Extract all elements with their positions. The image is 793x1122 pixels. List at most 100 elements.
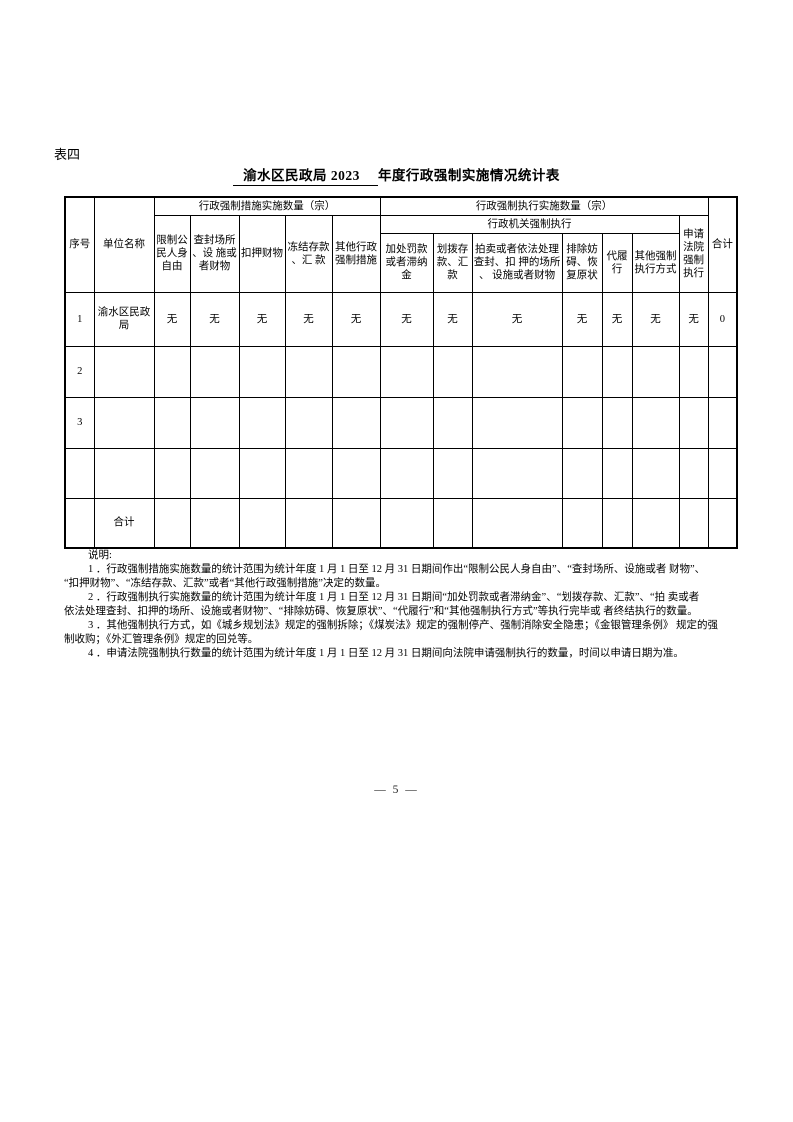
cell-value: 无: [153, 291, 191, 347]
cell-value: [678, 447, 709, 499]
table-row: [64, 447, 738, 499]
notes-heading: 说明:: [88, 550, 112, 561]
cell-value: 无: [331, 291, 381, 347]
cell-value: 无: [284, 291, 333, 347]
form-number-label: 表四: [54, 147, 81, 162]
cell-value: [284, 447, 333, 499]
col-header-measure-3: 扣押财物: [238, 214, 286, 293]
page-title: 渝水区民政局 2023 年度行政强制实施情况统计表: [0, 164, 793, 186]
cell-value: [678, 345, 709, 398]
cell-value: [678, 396, 709, 449]
header-row-groups: 序号 单位名称 行政强制措施实施数量（宗） 行政强制执行实施数量（宗） 合计: [64, 196, 738, 293]
cell-value: [432, 396, 473, 449]
cell-value: [331, 345, 381, 398]
cell-value: [601, 497, 633, 549]
cell-seq: 1: [64, 291, 95, 347]
cell-row-total: [707, 345, 738, 398]
col-header-measure-4: 冻结存款、汇 款: [284, 214, 333, 293]
cell-value: [379, 396, 434, 449]
cell-value: [189, 345, 240, 398]
cell-value: [561, 396, 603, 449]
cell-value: [471, 396, 563, 449]
col-header-agency-3: 拍卖或者依法处理查封、扣 押的场所、 设施或者财物: [471, 232, 563, 293]
cell-unit-name: [93, 396, 155, 449]
cell-value: [238, 345, 286, 398]
cell-value: 无: [601, 291, 633, 347]
cell-value: [601, 447, 633, 499]
cell-row-total: 0: [707, 291, 738, 347]
table-row: 1 渝水区民政局 无 无 无 无 无 无 无 无 无 无 无 无 0: [64, 291, 738, 347]
cell-value: [238, 447, 286, 499]
cell-value: 无: [432, 291, 473, 347]
group-header-execution: 行政强制执行实施数量（宗）: [379, 196, 709, 216]
table-row: 2: [64, 345, 738, 398]
cell-value: [284, 497, 333, 549]
cell-value: 无: [631, 291, 680, 347]
cell-value: [153, 447, 191, 499]
cell-value: [471, 345, 563, 398]
cell-row-total: [707, 447, 738, 499]
note-line: 制收购；《外汇管理条例》规定的回兑等。: [64, 634, 259, 645]
cell-value: [153, 345, 191, 398]
cell-value: [331, 396, 381, 449]
cell-value: 无: [238, 291, 286, 347]
title-suffix: 年度行政强制实施情况统计表: [377, 168, 560, 183]
cell-value: [284, 345, 333, 398]
statistics-table: 序号 单位名称 行政强制措施实施数量（宗） 行政强制执行实施数量（宗） 合计 限…: [64, 196, 739, 549]
cell-value: [153, 396, 191, 449]
title-unit-year-underlined: 渝水区民政局 2023: [233, 164, 378, 186]
cell-value: [238, 497, 286, 549]
col-header-total: 合计: [707, 196, 738, 293]
cell-value: [561, 447, 603, 499]
note-line: 4 ．申请法院强制执行数量的统计范围为统计年度 1 月 1 日至 12 月 31…: [88, 648, 684, 659]
col-header-agency-5: 代履行: [601, 232, 633, 293]
cell-value: [631, 447, 680, 499]
col-header-agency-4: 排除妨碍、恢复原状: [561, 232, 603, 293]
cell-value: [432, 447, 473, 499]
cell-unit-name: [93, 345, 155, 398]
cell-seq: 2: [64, 345, 95, 398]
cell-value: [601, 345, 633, 398]
cell-value: [153, 497, 191, 549]
col-header-measure-2: 查封场所、设 施或者财物: [189, 214, 240, 293]
notes-section: 说明: 1 ．行政强制措施实施数量的统计范围为统计年度 1 月 1 日至 12 …: [64, 549, 764, 661]
col-header-seq: 序号: [64, 196, 95, 293]
cell-value: [471, 447, 563, 499]
cell-unit-name: [93, 447, 155, 499]
header-row-subgroups: 限制公民人身自由 查封场所、设 施或者财物 扣押财物 冻结存款、汇 款 其他行政…: [65, 214, 737, 293]
cell-value: 无: [189, 291, 240, 347]
col-header-measure-5: 其他行政强制措施: [331, 214, 381, 293]
cell-seq: [64, 447, 95, 499]
table-totals-row: 合计: [64, 497, 738, 549]
col-header-measure-1: 限制公民人身自由: [153, 214, 191, 293]
cell-value: [189, 447, 240, 499]
cell-value: [678, 497, 709, 549]
table-row: 3: [64, 396, 738, 449]
col-header-court-execution: 申请法院强制执行: [678, 214, 709, 293]
cell-row-total: [707, 396, 738, 449]
cell-value: [379, 345, 434, 398]
cell-value: [189, 497, 240, 549]
cell-value: [379, 447, 434, 499]
cell-unit-name: 渝水区民政局: [93, 291, 155, 347]
page-number: — 5 —: [374, 784, 419, 796]
cell-value: [379, 497, 434, 549]
cell-value: [432, 345, 473, 398]
note-line: 1 ．行政强制措施实施数量的统计范围为统计年度 1 月 1 日至 12 月 31…: [88, 564, 706, 575]
note-line: “扣押财物”、“冻结存款、汇款”或者“其他行政强制措施”决定的数量。: [64, 578, 386, 589]
cell-value: [238, 396, 286, 449]
cell-value: [471, 497, 563, 549]
col-header-agency-1: 加处罚款或者滞纳金: [379, 232, 434, 293]
group-header-measures: 行政强制措施实施数量（宗）: [153, 196, 381, 216]
cell-value: [284, 396, 333, 449]
note-line: 3 ．其他强制执行方式，如《城乡规划法》规定的强制拆除；《煤炭法》规定的强制停产…: [88, 620, 718, 631]
cell-seq: 3: [64, 396, 95, 449]
cell-value: 无: [678, 291, 709, 347]
note-line: 依法处理查封、扣押的场所、设施或者财物”、“排除妨碍、恢复原状”、“代履行”和“…: [64, 606, 698, 617]
cell-value: 无: [471, 291, 563, 347]
cell-value: [561, 345, 603, 398]
cell-value: [631, 497, 680, 549]
note-line: 2 ．行政强制执行实施数量的统计范围为统计年度 1 月 1 日至 12 月 31…: [88, 592, 700, 603]
cell-value: [331, 497, 381, 549]
